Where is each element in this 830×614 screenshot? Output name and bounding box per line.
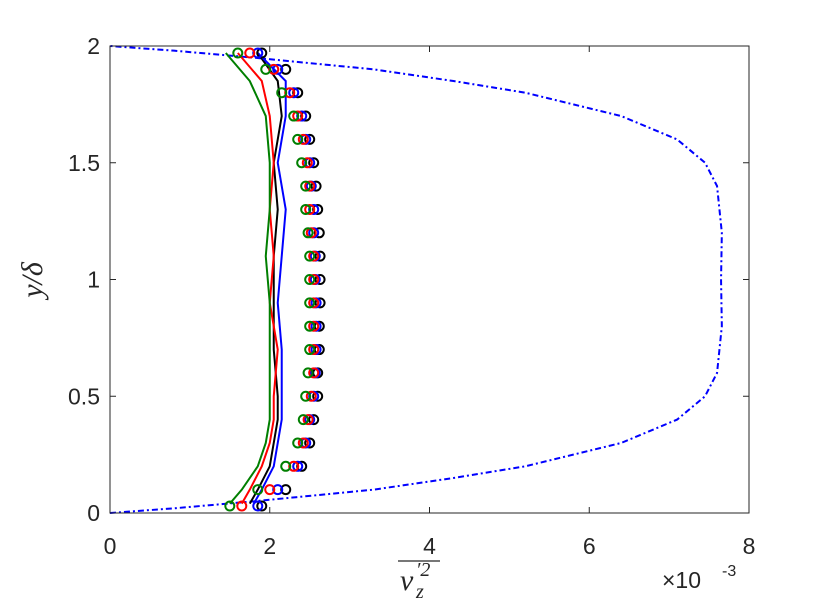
data-point [297, 414, 309, 426]
data-point [296, 460, 308, 472]
x-tick-label: 8 [743, 533, 756, 559]
data-point [314, 297, 326, 309]
plot-area [110, 46, 749, 513]
x-multiplier-exp: -3 [722, 563, 736, 580]
data-point [314, 274, 326, 285]
data-point [312, 390, 324, 402]
data-point [302, 227, 314, 239]
data-point [314, 250, 326, 262]
data-point [310, 180, 322, 192]
data-point [305, 227, 317, 239]
data-point [308, 414, 320, 426]
data-line [252, 52, 287, 505]
data-point [313, 227, 325, 239]
data-line [225, 52, 271, 505]
x-label-sub: z [415, 581, 424, 603]
data-point [292, 460, 304, 472]
data-point [301, 157, 313, 169]
data-point [288, 460, 300, 472]
data-point [308, 203, 320, 215]
x-label-sup: ′2 [416, 559, 430, 581]
x-tick-label: 4 [423, 533, 436, 559]
data-point [256, 500, 268, 512]
data-point [297, 437, 309, 449]
data-point [300, 180, 312, 192]
data-point [276, 87, 288, 99]
data-point [304, 297, 316, 309]
y-tick-label: 1 [87, 267, 100, 293]
data-point [304, 320, 316, 332]
data-point [280, 63, 292, 75]
y-tick-label: 0.5 [68, 383, 100, 409]
data-point [296, 157, 308, 169]
data-point [304, 180, 316, 192]
data-point [284, 87, 296, 99]
data-point [296, 110, 308, 122]
data-point [312, 203, 324, 215]
data-point [304, 437, 316, 449]
data-point [305, 390, 317, 402]
data-point [308, 250, 320, 262]
data-point [260, 63, 272, 75]
data-point [292, 110, 304, 122]
data-point [292, 437, 304, 449]
data-line [237, 52, 279, 505]
data-point [304, 274, 316, 285]
data-point [292, 133, 304, 145]
data-point [297, 133, 309, 145]
y-tick-label: 2 [87, 33, 100, 59]
data-point [300, 203, 312, 215]
data-point [304, 133, 316, 145]
data-point [304, 344, 316, 356]
y-tick-label: 0 [87, 500, 100, 526]
data-point [256, 47, 268, 59]
data-point [308, 367, 320, 379]
data-point [272, 63, 284, 75]
x-tick-label: 2 [263, 533, 276, 559]
data-point [308, 320, 320, 332]
data-point [308, 274, 320, 285]
data-point [252, 500, 264, 512]
data-point [300, 110, 312, 122]
data-line [109, 45, 723, 514]
data-point [302, 367, 314, 379]
data-point [308, 344, 320, 356]
data-point [288, 110, 300, 122]
data-point [268, 63, 280, 75]
data-point [308, 157, 320, 169]
data-point [304, 250, 316, 262]
data-point [280, 484, 292, 496]
data-point [232, 47, 244, 59]
data-point [236, 500, 248, 512]
data-point [308, 297, 320, 309]
data-point [252, 484, 264, 496]
data-point [280, 460, 292, 472]
data-point [272, 484, 284, 496]
data-point [302, 414, 314, 426]
data-point [300, 390, 312, 402]
data-point [292, 87, 304, 99]
x-multiplier: ×10 [662, 567, 701, 593]
data-point [288, 87, 300, 99]
data-point [252, 47, 264, 59]
data-point [304, 203, 316, 215]
y-tick-label: 1.5 [68, 150, 100, 176]
x-tick-label: 0 [104, 533, 117, 559]
x-label-base: v [400, 564, 414, 597]
x-axis-label: v ′2 z [398, 559, 440, 603]
data-point [244, 47, 256, 59]
data-point [224, 500, 236, 512]
data-point [264, 484, 276, 496]
y-axis-label: y/δ [16, 261, 49, 301]
x-tick-label: 6 [583, 533, 596, 559]
